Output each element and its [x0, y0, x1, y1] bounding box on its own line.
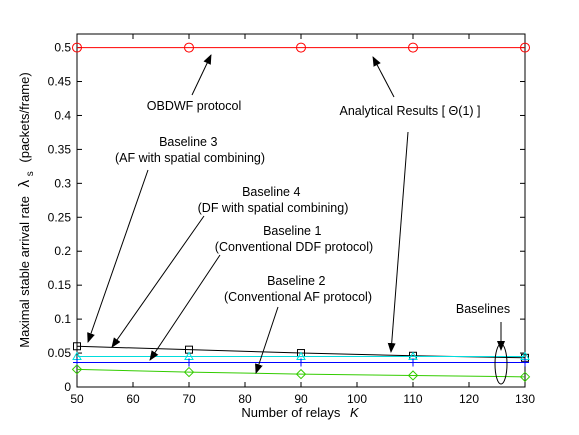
- y-tick-label: 0.5: [54, 41, 71, 55]
- x-tick-label: 100: [347, 392, 367, 406]
- data-point-baseline-1: [409, 358, 417, 367]
- y-tick-label: 0.2: [54, 244, 71, 258]
- annotation-baseline3-line2: (AF with spatial combining): [115, 151, 265, 165]
- arrow-analytical-top: [372, 56, 395, 98]
- y-axis-label: Maximal stable arrival rate λ s (packets…: [16, 72, 36, 347]
- x-tick-label: 50: [70, 392, 84, 406]
- annotation-obdwf: OBDWF protocol: [147, 99, 241, 113]
- arrow-baseline3: [87, 169, 149, 343]
- x-tick-label: 80: [238, 392, 252, 406]
- annotation-baseline3-line1: Baseline 3: [159, 135, 217, 149]
- annotation-baselines: Baselines: [456, 302, 510, 316]
- y-tick-label: 0.15: [48, 278, 72, 292]
- y-axis-label-symbol: λ: [16, 179, 33, 187]
- x-axis-label-symbol: K: [350, 405, 360, 420]
- y-tick-label: 0.1: [54, 312, 71, 326]
- y-tick-label: 0.25: [48, 210, 72, 224]
- data-point-baseline-1: [297, 358, 305, 367]
- annotation-obdwf-line: OBDWF protocol: [147, 99, 241, 113]
- x-axis-label: Number of relays K: [241, 405, 360, 420]
- series-line-baseline-2: [76, 368, 526, 378]
- x-tick-label: 120: [459, 392, 479, 406]
- data-point-obdwf-protocol: [184, 42, 194, 53]
- annotation-baseline4-line2: (DF with spatial combining): [198, 201, 349, 215]
- x-tick-label: 110: [403, 392, 422, 406]
- baselines-ellipse: [494, 343, 508, 385]
- x-tick-label: 70: [182, 392, 196, 406]
- arrow-obdwf: [191, 54, 212, 96]
- annotation-analytical: Analytical Results [ Θ(1) ]: [339, 104, 480, 118]
- annotation-baseline4-line1: Baseline 4: [242, 185, 300, 199]
- annotation-baseline1-line1: Baseline 1: [263, 224, 321, 238]
- annotation-baseline4: Baseline 4 (DF with spatial combining): [198, 185, 349, 215]
- data-point-baseline-2: [519, 371, 531, 383]
- y-axis-label-text: Maximal stable arrival rate: [17, 196, 32, 348]
- y-tick-label: 0.35: [48, 142, 72, 156]
- annotation-baseline1-line2: (Conventional DDF protocol): [215, 240, 373, 254]
- x-tick-label: 60: [126, 392, 140, 406]
- data-point-obdwf-protocol: [72, 42, 82, 53]
- y-axis-ticks: 0 0.05 0.1 0.15 0.2 0.25 0.3 0.35 0.4 0.45 0.5: [48, 41, 525, 394]
- arrow-baseline4: [111, 215, 205, 348]
- data-point-obdwf-protocol: [296, 42, 306, 53]
- data-point-baseline-2: [295, 368, 307, 380]
- x-tick-label: 90: [294, 392, 308, 406]
- y-tick-label: 0.4: [54, 108, 71, 122]
- y-axis-label-units: (packets/frame): [17, 72, 32, 162]
- annotation-baselines-line: Baselines: [456, 302, 510, 316]
- data-point-baseline-2: [183, 366, 195, 378]
- data-point-baseline-2: [71, 364, 83, 375]
- y-tick-label: 0.45: [48, 75, 72, 89]
- y-tick-label: 0.05: [48, 346, 72, 360]
- arrow-baseline1: [149, 254, 221, 361]
- data-point-obdwf-protocol: [408, 42, 418, 53]
- annotation-baseline1: Baseline 1 (Conventional DDF protocol): [215, 224, 373, 254]
- arrow-baseline2: [255, 306, 279, 374]
- data-point-baseline-1: [185, 358, 193, 367]
- annotation-baseline2-line2: (Conventional AF protocol): [224, 290, 372, 304]
- y-tick-label: 0.3: [54, 176, 71, 190]
- data-point-baseline-2: [407, 370, 419, 381]
- data-point-baseline-3: [73, 342, 81, 351]
- annotation-baseline2-line1: Baseline 2: [267, 274, 325, 288]
- annotation-analytical-line: Analytical Results [ Θ(1) ]: [339, 104, 480, 118]
- plot-area: [76, 33, 526, 388]
- x-axis-ticks: 50 60 70 80 90 100 110 120 130: [70, 34, 535, 406]
- x-axis-label-text: Number of relays: [241, 405, 340, 420]
- annotation-baseline3: Baseline 3 (AF with spatial combining): [115, 135, 265, 165]
- annotation-arrows: [87, 54, 508, 385]
- data-point-baseline-1: [521, 358, 529, 367]
- y-tick-label: 0: [64, 380, 71, 394]
- arrow-analytical-bottom: [387, 131, 409, 353]
- y-axis-label-subscript: s: [25, 171, 36, 176]
- data-point-obdwf-protocol: [520, 42, 530, 53]
- annotation-baseline2: Baseline 2 (Conventional AF protocol): [224, 274, 372, 304]
- x-tick-label: 130: [515, 392, 535, 406]
